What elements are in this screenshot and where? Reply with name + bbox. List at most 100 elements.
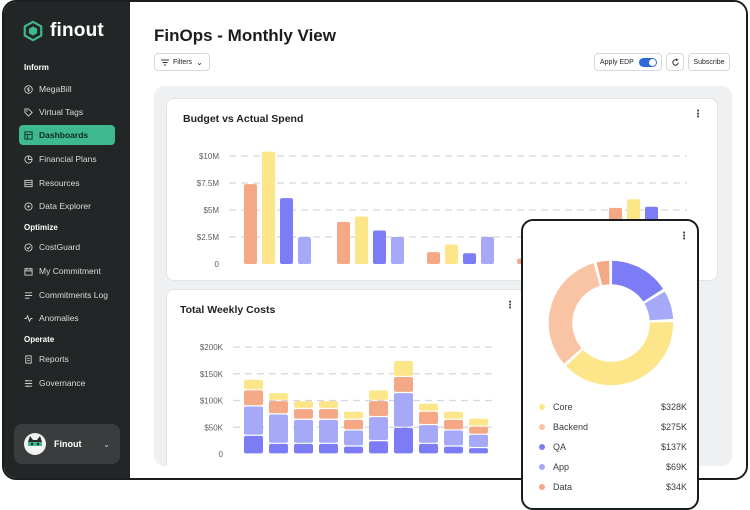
bar-segment[interactable]	[419, 411, 438, 424]
sidebar-item-dashboards[interactable]: Dashboards	[19, 125, 115, 145]
legend-item-qa: QA $137K	[539, 437, 687, 457]
toggle-switch[interactable]	[638, 57, 657, 67]
sidebar-item-financial-plans[interactable]: Financial Plans	[19, 149, 115, 169]
bar-segment[interactable]	[469, 448, 488, 454]
dashboard-icon	[24, 130, 33, 140]
bar-segment[interactable]	[419, 443, 438, 454]
legend-value: $328K	[660, 402, 687, 412]
bar[interactable]	[298, 237, 311, 264]
y-tick-label: $7.5M	[197, 179, 220, 188]
cost-breakdown-card: ⋮ Core $328K Backend $275K QA $137K App …	[521, 219, 699, 510]
legend-swatch	[539, 404, 545, 410]
pulse-icon	[24, 314, 33, 322]
bar-segment[interactable]	[269, 393, 288, 400]
bar-segment[interactable]	[469, 434, 488, 447]
subscribe-button[interactable]: Subscribe	[688, 53, 730, 71]
bar-segment[interactable]	[269, 414, 288, 443]
bar-segment[interactable]	[244, 390, 263, 406]
bar-segment[interactable]	[269, 401, 288, 414]
bar[interactable]	[244, 184, 257, 264]
bar[interactable]	[481, 237, 494, 264]
bar-segment[interactable]	[294, 401, 313, 408]
more-options-icon[interactable]: ⋮	[505, 300, 515, 311]
bar-segment[interactable]	[244, 379, 263, 390]
donut-slice[interactable]	[642, 289, 675, 322]
donut-slice[interactable]	[610, 259, 666, 304]
sidebar-item-data-explorer[interactable]: Data Explorer	[19, 196, 115, 216]
explore-icon	[24, 201, 33, 211]
bar[interactable]	[427, 252, 440, 264]
bar-segment[interactable]	[344, 419, 363, 430]
legend-swatch	[539, 444, 545, 450]
donut-slice[interactable]	[563, 320, 675, 387]
sidebar-item-reports[interactable]: Reports	[19, 349, 115, 369]
apply-edp-toggle[interactable]: Apply EDP	[594, 53, 662, 71]
bar-segment[interactable]	[344, 446, 363, 454]
bar-segment[interactable]	[394, 377, 413, 392]
bar-segment[interactable]	[444, 419, 463, 430]
bar-segment[interactable]	[344, 430, 363, 446]
weekly-chart: $200K $150K $100K $50K 0	[200, 343, 497, 459]
bar[interactable]	[337, 221, 350, 264]
logo[interactable]: finout	[22, 20, 104, 42]
legend-value: $34K	[665, 482, 687, 492]
bar-segment[interactable]	[244, 406, 263, 435]
sidebar-item-commitments-log[interactable]: Commitments Log	[19, 285, 115, 305]
bar-segment[interactable]	[444, 446, 463, 454]
bar-segment[interactable]	[419, 425, 438, 443]
more-options-icon[interactable]: ⋮	[679, 231, 689, 242]
refresh-button[interactable]	[666, 53, 684, 71]
bar[interactable]	[355, 216, 368, 264]
dollar-icon	[24, 84, 33, 94]
legend-swatch	[539, 424, 545, 430]
bar-segment[interactable]	[369, 390, 388, 400]
bar-segment[interactable]	[244, 435, 263, 454]
bar-segment[interactable]	[394, 360, 413, 376]
bar-segment[interactable]	[444, 411, 463, 419]
avatar	[24, 433, 46, 455]
donut-slice[interactable]	[594, 259, 612, 288]
bar-segment[interactable]	[319, 409, 338, 419]
legend-label: App	[553, 462, 570, 472]
bar-segment[interactable]	[319, 419, 338, 443]
legend-item-data: Data $34K	[539, 477, 687, 497]
section-label-operate: Operate	[24, 335, 55, 344]
sidebar-item-virtual-tags[interactable]: Virtual Tags	[19, 102, 115, 122]
bar-segment[interactable]	[344, 411, 363, 419]
bar-segment[interactable]	[444, 430, 463, 446]
bar-segment[interactable]	[269, 443, 288, 454]
bar[interactable]	[280, 198, 293, 264]
user-menu[interactable]: Finout ⌄	[14, 424, 120, 464]
bar-segment[interactable]	[294, 419, 313, 443]
bar[interactable]	[445, 244, 458, 264]
bar-segment[interactable]	[319, 401, 338, 408]
sidebar-item-governance[interactable]: Governance	[19, 373, 115, 393]
filters-button[interactable]: Filters ⌄	[154, 53, 210, 71]
legend-value: $275K	[660, 422, 687, 432]
bar[interactable]	[262, 151, 275, 264]
sidebar-item-costguard[interactable]: CostGuard	[19, 237, 115, 257]
sidebar-item-my-commitment[interactable]: My Commitment	[19, 261, 115, 281]
bar-segment[interactable]	[369, 417, 388, 441]
bar-segment[interactable]	[469, 418, 488, 426]
donut-slice[interactable]	[547, 261, 602, 366]
bar-segment[interactable]	[394, 427, 413, 454]
sidebar-item-anomalies[interactable]: Anomalies	[19, 308, 115, 328]
legend-label: Core	[553, 402, 573, 412]
bar-segment[interactable]	[469, 426, 488, 434]
bar-segment[interactable]	[369, 401, 388, 416]
bar-segment[interactable]	[419, 403, 438, 411]
sidebar-item-megabill[interactable]: MegaBill	[19, 79, 115, 99]
bar[interactable]	[373, 230, 386, 264]
page-title: FinOps - Monthly View	[154, 26, 336, 45]
more-options-icon[interactable]: ⋮	[693, 109, 703, 120]
bar[interactable]	[463, 253, 476, 264]
bar-segment[interactable]	[394, 393, 413, 427]
sidebar-item-resources[interactable]: Resources	[19, 173, 115, 193]
card-title: Budget vs Actual Spend	[183, 113, 304, 125]
bar[interactable]	[391, 237, 404, 264]
bar-segment[interactable]	[294, 409, 313, 419]
bar-segment[interactable]	[294, 443, 313, 454]
bar-segment[interactable]	[369, 441, 388, 454]
bar-segment[interactable]	[319, 443, 338, 454]
